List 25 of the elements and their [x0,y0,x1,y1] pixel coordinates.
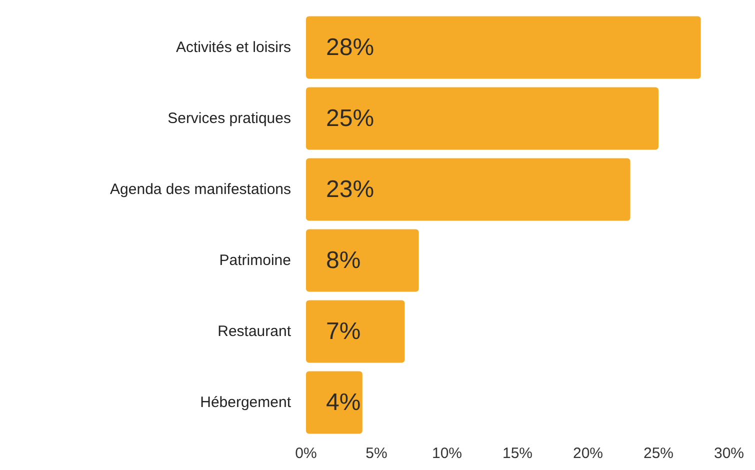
bar [306,87,658,150]
y-tick-label: Activités et loisirs [176,39,291,56]
y-tick-label: Services pratiques [168,110,291,127]
x-tick-label: 25% [643,445,674,462]
data-label: 4% [326,389,361,416]
bar [306,158,630,221]
y-tick-label: Hébergement [200,394,292,411]
y-tick-label: Agenda des manifestations [110,181,291,198]
bar [306,300,405,363]
x-tick-label: 0% [295,445,317,462]
x-tick-label: 20% [572,445,604,462]
x-tick-label: 30% [714,445,744,462]
bar [306,371,362,434]
data-label: 23% [326,176,374,203]
bar [306,229,419,292]
data-label: 7% [326,318,361,345]
bar [306,16,701,79]
x-tick-label: 10% [432,445,462,462]
y-tick-label: Restaurant [218,323,292,340]
y-tick-label: Patrimoine [219,252,291,269]
x-tick-label: 15% [502,445,533,462]
x-tick-label: 5% [366,445,388,462]
data-label: 8% [326,247,361,274]
data-label: 28% [326,34,374,61]
data-label: 25% [326,105,374,132]
